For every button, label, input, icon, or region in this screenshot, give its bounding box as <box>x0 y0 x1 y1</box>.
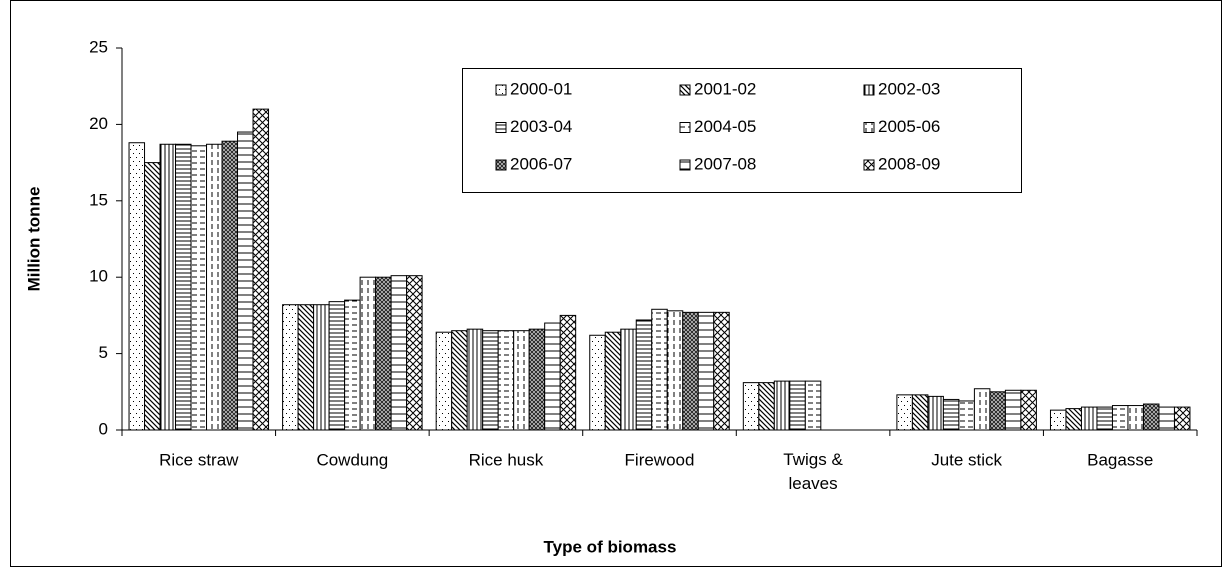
bar <box>435 331 453 431</box>
legend-swatch <box>679 84 691 96</box>
bar <box>175 143 192 431</box>
legend-swatch <box>495 159 507 171</box>
legend <box>462 68 1022 193</box>
bar <box>1065 408 1082 431</box>
legend-label: 2001-02 <box>694 79 756 98</box>
bar <box>973 388 991 431</box>
bar <box>282 304 299 431</box>
bar <box>390 275 408 431</box>
legend-label: 2000-01 <box>510 79 572 98</box>
legend-swatch <box>679 122 691 133</box>
x-tick-label: Rice straw <box>159 450 239 469</box>
x-axis-label: Type of biomass <box>544 537 677 556</box>
bar <box>297 304 315 431</box>
bar <box>697 311 715 431</box>
legend-label: 2008-09 <box>878 154 940 173</box>
bar <box>359 276 377 431</box>
bar <box>927 395 944 431</box>
bar <box>651 308 668 431</box>
bar <box>713 311 730 431</box>
x-tick-label: Twigs & leaves <box>783 450 843 493</box>
x-tick-label: Firewood <box>625 450 695 469</box>
legend-swatch <box>679 159 691 171</box>
bar <box>1049 409 1067 431</box>
bar <box>958 400 975 431</box>
x-tick-label: Jute stick <box>931 450 1002 469</box>
bar <box>313 304 330 431</box>
bar <box>1142 403 1160 431</box>
bar <box>1080 406 1098 431</box>
y-tick-label: 20 <box>89 114 108 133</box>
y-tick-label: 10 <box>89 267 108 286</box>
bar <box>666 310 684 431</box>
legend-swatch <box>495 84 507 96</box>
bar <box>804 380 822 431</box>
bar <box>989 391 1006 431</box>
bar <box>466 328 484 431</box>
legend-label: 2006-07 <box>510 154 572 173</box>
bar <box>896 394 913 431</box>
bar <box>451 330 468 431</box>
bar <box>758 382 775 431</box>
y-tick-label: 0 <box>99 419 108 438</box>
bar <box>406 275 423 431</box>
bar <box>544 322 561 431</box>
bar <box>559 314 577 431</box>
legend-label: 2007-08 <box>694 154 756 173</box>
legend-swatch <box>863 84 875 96</box>
frame <box>10 0 1222 567</box>
bar <box>513 330 530 431</box>
bar <box>328 301 346 431</box>
bar <box>1096 406 1113 431</box>
y-tick-label: 5 <box>99 343 108 362</box>
legend-swatch <box>495 122 507 133</box>
bar <box>682 311 699 431</box>
x-tick-label: Cowdung <box>316 450 388 469</box>
bar <box>1004 389 1022 431</box>
bar <box>742 382 760 431</box>
bar <box>221 140 239 431</box>
bar <box>635 319 653 431</box>
bar <box>1158 406 1175 431</box>
bar <box>482 330 499 431</box>
bar <box>206 143 223 431</box>
bar <box>144 162 161 431</box>
y-tick-label: 15 <box>89 190 108 209</box>
bar <box>911 394 929 431</box>
bar <box>128 142 146 431</box>
y-axis-label: Million tonne <box>24 187 43 292</box>
legend-swatch <box>863 159 875 171</box>
bar <box>942 398 960 431</box>
bar <box>1173 406 1191 431</box>
bar <box>1111 405 1129 431</box>
legend-swatch <box>863 122 875 133</box>
legend-label: 2003-04 <box>510 117 572 136</box>
bar <box>344 299 361 431</box>
x-tick-label: Bagasse <box>1087 450 1153 469</box>
bar <box>252 108 270 431</box>
bar <box>604 331 622 431</box>
bar <box>528 328 546 431</box>
bar <box>375 276 392 431</box>
bar <box>620 328 637 431</box>
bar <box>497 330 515 431</box>
legend-label: 2005-06 <box>878 117 940 136</box>
bar <box>159 143 177 431</box>
bar <box>1127 405 1144 431</box>
bar <box>1020 389 1037 431</box>
bar <box>589 334 606 431</box>
bar <box>237 131 254 431</box>
y-tick-label: 25 <box>89 37 108 56</box>
bar <box>773 380 791 431</box>
x-tick-label: Rice husk <box>469 450 544 469</box>
legend-label: 2004-05 <box>694 117 756 136</box>
bar <box>190 145 208 431</box>
legend-label: 2002-03 <box>878 79 940 98</box>
bar <box>789 380 806 431</box>
